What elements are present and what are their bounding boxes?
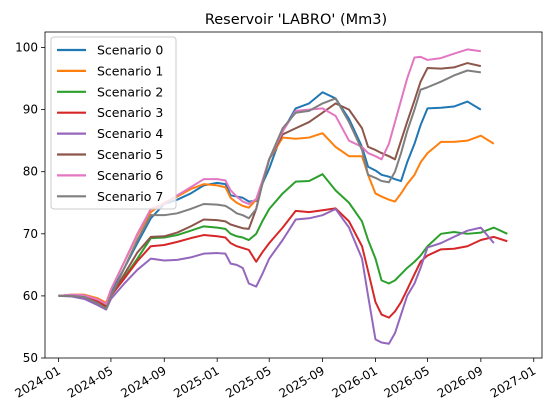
legend-box: [50, 36, 177, 210]
legend-label-7: Scenario 7: [97, 189, 163, 204]
y-tick-label-0: 50: [23, 351, 38, 365]
legend-label-3: Scenario 3: [97, 105, 163, 120]
y-tick-label-5: 100: [15, 41, 38, 55]
x-tick-label-9: 2027-01: [488, 363, 538, 400]
x-tick-label-3: 2025-01: [171, 363, 221, 400]
chart-title: Reservoir 'LABRO' (Mm3): [205, 12, 387, 28]
legend-label-0: Scenario 0: [97, 43, 163, 58]
x-tick-label-2: 2024-09: [118, 363, 168, 400]
y-axis: 50 60 70 80 90 100: [15, 41, 45, 365]
y-tick-label-1: 60: [23, 289, 38, 303]
legend-label-1: Scenario 1: [97, 63, 163, 78]
series-line-2: [58, 173, 508, 307]
legend-label-2: Scenario 2: [97, 84, 163, 99]
series-line-7: [58, 69, 481, 310]
series-layer: [58, 48, 508, 345]
y-tick-label-2: 70: [23, 227, 38, 241]
x-tick-label-6: 2026-01: [330, 363, 380, 400]
y-tick-label-3: 80: [23, 165, 38, 179]
x-tick-label-8: 2026-09: [435, 363, 485, 400]
x-axis: 2024-01 2024-05 2024-09 2025-01 2025-05 2025-…: [13, 358, 538, 401]
series-line-0: [58, 91, 482, 307]
x-tick-label-1: 2024-05: [65, 363, 115, 400]
y-tick-label-4: 90: [23, 103, 38, 117]
x-tick-label-7: 2026-05: [382, 363, 432, 400]
legend-label-6: Scenario 6: [97, 168, 163, 183]
x-tick-label-4: 2025-05: [223, 363, 273, 400]
legend-label-4: Scenario 4: [97, 126, 163, 141]
series-line-4: [58, 207, 495, 345]
legend-label-5: Scenario 5: [97, 147, 163, 162]
legend: Scenario 0 Scenario 1 Scenario 2 Scenario 3…: [50, 36, 177, 210]
x-tick-label-0: 2024-01: [13, 363, 63, 400]
series-line-3: [58, 207, 508, 319]
x-tick-label-5: 2025-09: [277, 363, 327, 400]
legend-items: Scenario 0 Scenario 1 Scenario 2 Scenario 3…: [57, 43, 163, 204]
